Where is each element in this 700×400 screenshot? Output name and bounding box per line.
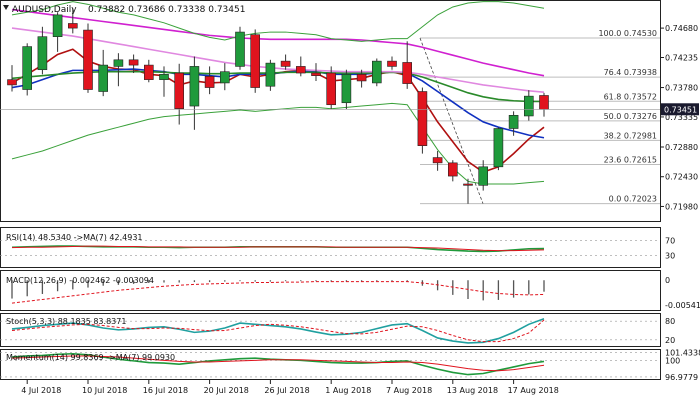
- candle-body: [235, 31, 245, 67]
- candle-body: [402, 62, 413, 84]
- momentum-tick-label: 96.9779: [665, 373, 698, 382]
- collapse-triangle-icon[interactable]: [3, 5, 9, 10]
- candle-body: [387, 60, 397, 67]
- candle-body: [326, 72, 337, 106]
- axis-layer: 0.71980 0.72430 0.72880 0.73335 0.73780 0.742…: [0, 24, 700, 395]
- symbol-label: AUDUSD,Daily: [12, 5, 77, 15]
- candle-body: [98, 64, 108, 92]
- candle-body: [447, 162, 458, 177]
- momentum-tick-label: 100: [665, 356, 680, 365]
- fib-label: 50.0 0.73276: [604, 112, 657, 121]
- date-label: 20 Jul 2018: [204, 386, 249, 395]
- momentum-layer: [0, 352, 660, 378]
- candle-body: [432, 157, 443, 164]
- date-label: 13 Aug 2018: [447, 386, 498, 395]
- candle-body: [265, 62, 276, 87]
- candle-body: [37, 36, 48, 71]
- stoch-series-line: [11, 317, 545, 344]
- date-label: 7 Aug 2018: [386, 386, 432, 395]
- candle-body: [128, 59, 139, 66]
- candle-body: [22, 46, 33, 90]
- macd-layer: [11, 280, 545, 304]
- date-label: 10 Jul 2018: [82, 386, 127, 395]
- fib-label: 100.0 0.74530: [598, 29, 657, 38]
- stoch-panel: [0, 313, 661, 347]
- candle-body: [204, 76, 215, 88]
- fib-label: 0.0 0.72023: [609, 195, 657, 204]
- current-price-tag: [661, 103, 699, 116]
- moving-average-line: [11, 1, 545, 42]
- date-label: 17 Aug 2018: [508, 386, 559, 395]
- candle-body: [68, 23, 78, 29]
- candle-body: [113, 59, 124, 67]
- stoch-tick-label: 20: [665, 336, 675, 345]
- candle-body: [250, 34, 260, 88]
- moving-average-line: [11, 27, 545, 93]
- date-label: 26 Jul 2018: [264, 386, 309, 395]
- price-tick-label: 0.71980: [665, 202, 698, 211]
- ohlc-readout: 0.73882 0.73686 0.73338 0.73451: [88, 5, 245, 15]
- macd-tick-label: -0.005416: [665, 301, 700, 310]
- date-label: 16 Jul 2018: [143, 386, 188, 395]
- date-label: 1 Aug 2018: [325, 386, 371, 395]
- fib-label: 76.4 0.73938: [604, 68, 657, 77]
- current-price-label: 0.73451: [664, 105, 697, 114]
- fib-trend-line: [419, 37, 484, 204]
- stoch-title: Stoch(5,3,3) 88.1835 83.8371: [6, 317, 126, 326]
- macd-title: MACD(12,26,9) -0.002462 -0.003094: [6, 276, 154, 285]
- fib-label: 61.8 0.73572: [604, 92, 657, 101]
- candle-body: [189, 66, 200, 107]
- price-tick-label: 0.72880: [665, 143, 698, 152]
- candle-body: [295, 66, 306, 74]
- macd-tick-label: 0: [665, 276, 670, 285]
- candle-body: [478, 166, 489, 186]
- moving-average-line: [11, 8, 545, 77]
- momentum-title: Momentum(14) 99.8369 ->MA(7) 99.0930: [6, 353, 175, 362]
- rsi-tick-label: 70: [665, 236, 675, 245]
- candle-body: [174, 72, 184, 109]
- rsi-title: RSI(14) 48.5340 ->MA(7) 42.4931: [6, 233, 143, 242]
- candle-body: [417, 91, 428, 146]
- candle-body: [539, 95, 549, 110]
- rsi-layer: [0, 240, 660, 256]
- candle-body: [52, 14, 63, 37]
- rsi-series-line: [11, 245, 545, 252]
- candle-body: [311, 72, 321, 76]
- fib-label: 23.6 0.72615: [604, 156, 657, 165]
- fib-label: 38.2 0.72981: [604, 131, 657, 140]
- rsi-tick-label: 30: [665, 252, 675, 261]
- macd-panel: [0, 270, 661, 311]
- price-tick-label: 0.74235: [665, 53, 698, 62]
- candle-body: [493, 128, 504, 168]
- stoch-series-line: [11, 319, 545, 343]
- candle-body: [508, 114, 519, 129]
- price-tick-label: 0.73335: [665, 113, 698, 122]
- momentum-series-line: [11, 355, 545, 372]
- macd-signal-line: [11, 281, 545, 304]
- candle-body: [159, 74, 169, 80]
- price-tick-label: 0.72430: [665, 173, 698, 182]
- candle-body: [83, 29, 93, 90]
- price-tick-label: 0.73780: [665, 84, 698, 93]
- candle-body: [371, 60, 382, 84]
- candle-body: [280, 60, 291, 67]
- candle-body: [220, 71, 230, 84]
- candle-body: [341, 74, 352, 104]
- candle-body: [7, 79, 17, 86]
- date-label: 4 Jul 2018: [21, 386, 61, 395]
- price-tick-label: 0.74680: [665, 24, 698, 33]
- price-layer: 100.0 0.74530 76.4 0.73938 61.8 0.73572 50.…: [7, 1, 660, 205]
- candle-body: [356, 74, 367, 82]
- candle-body: [523, 95, 534, 117]
- stoch-layer: [0, 317, 660, 344]
- stoch-tick-label: 80: [665, 317, 675, 326]
- candle-body: [463, 183, 473, 186]
- momentum-tick-label: 101.4338: [665, 348, 700, 357]
- candle-body: [144, 64, 154, 80]
- momentum-panel: [0, 349, 661, 380]
- price-panel: [0, 0, 661, 222]
